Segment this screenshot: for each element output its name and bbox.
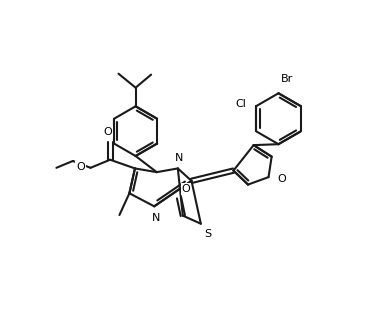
Text: O: O <box>76 162 85 172</box>
Text: N: N <box>175 153 183 163</box>
Text: Br: Br <box>281 74 293 84</box>
Text: N: N <box>152 212 160 222</box>
Text: S: S <box>205 229 212 239</box>
Text: O: O <box>182 184 190 194</box>
Text: O: O <box>103 127 112 137</box>
Text: Cl: Cl <box>236 100 247 110</box>
Text: O: O <box>278 174 286 184</box>
